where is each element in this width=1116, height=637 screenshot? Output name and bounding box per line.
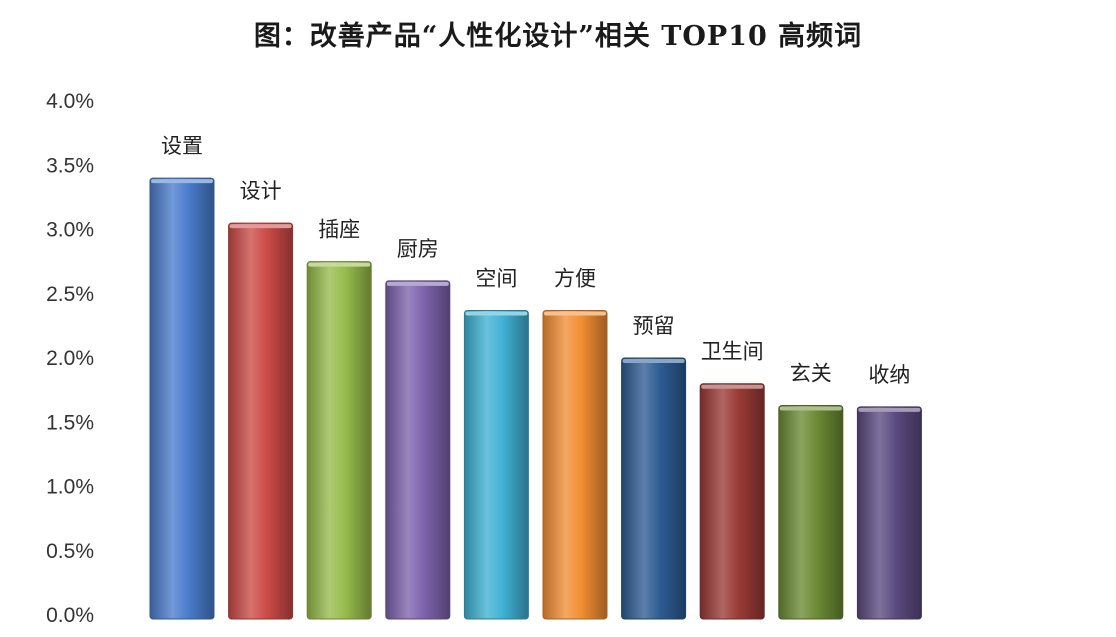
- bar: [621, 357, 687, 620]
- y-tick-label: 1.0%: [46, 476, 94, 499]
- y-tick-label: 4.0%: [46, 90, 94, 113]
- y-tick-label: 1.5%: [46, 411, 94, 434]
- bar: [149, 177, 215, 620]
- bar: [699, 383, 765, 620]
- category-label: 设置: [161, 134, 203, 158]
- y-tick-label: 2.5%: [46, 283, 94, 306]
- bar-top-highlight: [858, 407, 921, 412]
- category-label: 插座: [318, 218, 360, 242]
- bar-top-highlight: [386, 281, 449, 286]
- category-label: 玄关: [790, 362, 832, 386]
- bar: [385, 280, 451, 620]
- bar-top-highlight: [701, 384, 764, 389]
- bar-top-highlight: [308, 262, 371, 267]
- category-label: 卫生间: [701, 340, 764, 364]
- bar-top-highlight: [229, 224, 292, 229]
- category-label: 方便: [554, 266, 596, 290]
- y-axis-ticks: 0.0% 0.5% 1.0% 1.5% 2.0% 2.5% 3.0% 3.5% 4.0%: [46, 90, 94, 627]
- bar: [228, 222, 294, 620]
- category-label: 厨房: [397, 237, 439, 261]
- bar-top-highlight: [544, 311, 606, 316]
- bar-top-highlight: [465, 311, 528, 316]
- y-tick-label: 0.0%: [46, 604, 94, 627]
- bar: [542, 309, 608, 620]
- y-tick-label: 3.0%: [46, 219, 94, 242]
- category-label: 空间: [475, 266, 517, 290]
- category-label: 收纳: [868, 363, 910, 387]
- y-tick-label: 2.0%: [46, 347, 94, 370]
- category-label: 设计: [240, 179, 282, 203]
- category-label: 预留: [633, 314, 675, 338]
- chart-title: 图：改善产品“人性化设计”相关 TOP10 高频词: [253, 21, 863, 52]
- bar-top-highlight: [779, 406, 842, 411]
- bar: [856, 406, 922, 620]
- bar: [778, 405, 844, 620]
- bars-group: [149, 177, 922, 620]
- bar: [306, 261, 372, 620]
- bar: [463, 309, 529, 620]
- y-tick-label: 3.5%: [46, 154, 94, 177]
- bar-top-highlight: [622, 359, 685, 363]
- bar-top-highlight: [151, 179, 213, 184]
- y-tick-label: 0.5%: [46, 540, 94, 563]
